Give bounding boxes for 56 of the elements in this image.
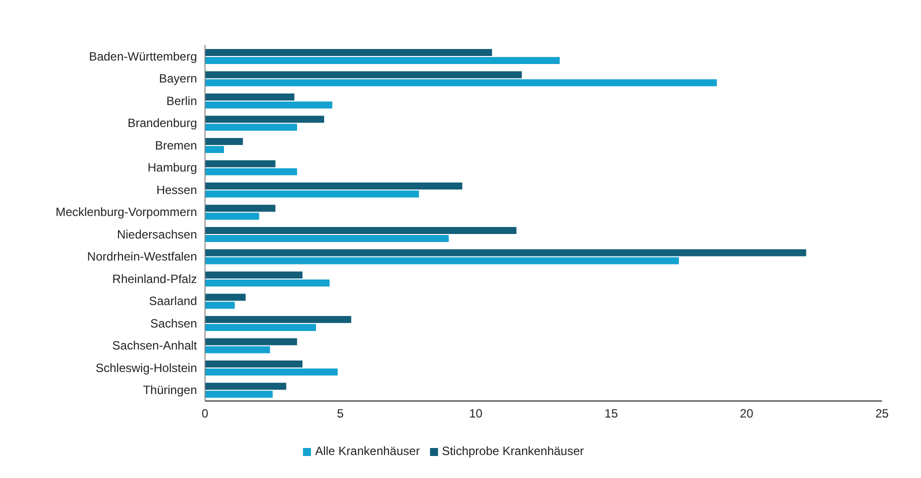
y-tick-label: Rheinland-Pfalz	[112, 272, 197, 286]
bar	[205, 368, 338, 376]
bar	[205, 346, 270, 354]
bar	[205, 160, 276, 168]
bar	[205, 338, 298, 346]
bar	[205, 249, 806, 256]
bar	[205, 71, 522, 78]
x-tick-label: 20	[740, 406, 754, 421]
x-tick-label: 25	[875, 406, 889, 421]
bar	[205, 94, 294, 100]
x-tick-label: 5	[337, 406, 344, 421]
x-tick-label: 0	[202, 406, 209, 421]
bar	[205, 280, 330, 286]
y-tick-label: Mecklenburg-Vorpommern	[56, 205, 197, 220]
bar	[205, 390, 273, 398]
bar	[205, 302, 235, 309]
y-tick-label: Niedersachsen	[116, 227, 197, 242]
bar	[205, 146, 224, 153]
bar	[205, 168, 298, 176]
x-tick-label: 15	[604, 406, 618, 421]
legend-label: Alle Krankenhäuser	[315, 444, 420, 458]
y-tick-label: Sachsen-Anhalt	[112, 338, 198, 353]
bar	[205, 257, 679, 264]
bar	[205, 382, 286, 390]
legend-label: Stichprobe Krankenhäuser	[442, 444, 584, 458]
bar	[205, 49, 492, 56]
bar	[205, 204, 276, 212]
bar	[205, 79, 717, 86]
bar	[205, 57, 560, 64]
bar	[205, 116, 324, 123]
bar	[205, 294, 246, 301]
bar	[205, 272, 302, 278]
bar	[205, 324, 316, 331]
y-tick-label: Baden-Württemberg	[88, 49, 197, 64]
y-tick-label: Nordrhein-Westfalen	[87, 250, 197, 264]
bar	[205, 316, 352, 323]
bar	[205, 212, 260, 220]
x-tick-label: 10	[469, 406, 483, 421]
y-tick-label: Saarland	[148, 294, 197, 308]
y-tick-label: Berlin	[166, 94, 197, 108]
bar	[205, 227, 516, 234]
y-tick-label: Bremen	[154, 138, 197, 152]
bar	[205, 138, 243, 145]
bar	[205, 124, 298, 131]
y-tick-label: Hamburg	[148, 160, 197, 175]
bar	[205, 360, 302, 368]
y-tick-label: Schleswig-Holstein	[96, 360, 197, 375]
y-tick-label: Brandenburg	[128, 116, 197, 130]
y-tick-label: Thüringen	[142, 383, 197, 398]
bar	[205, 102, 332, 108]
bar	[205, 190, 419, 198]
bar	[205, 182, 462, 190]
y-tick-label: Sachsen	[150, 316, 197, 330]
y-tick-label: Bayern	[158, 72, 197, 86]
bar	[205, 235, 449, 242]
y-tick-label: Hessen	[156, 182, 197, 197]
